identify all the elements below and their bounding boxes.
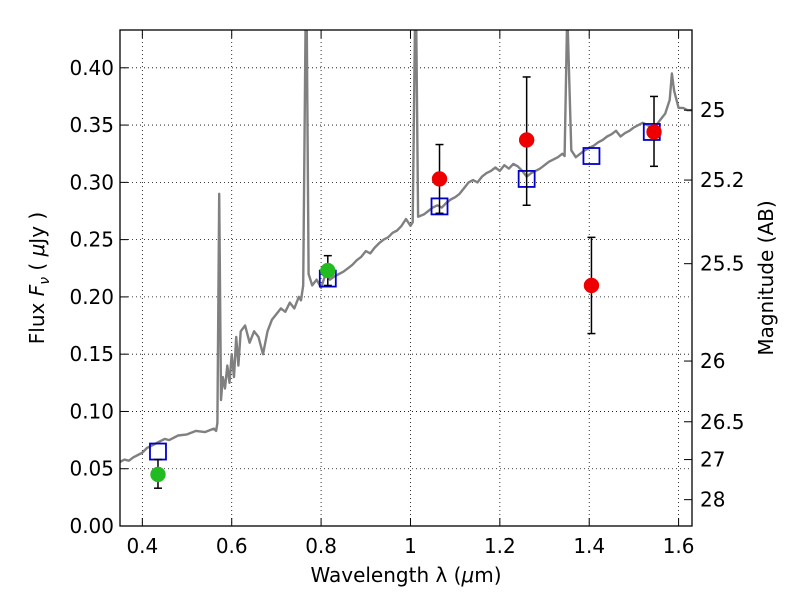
y-tick-label: 0.15 (69, 342, 114, 366)
plot-background (120, 30, 692, 526)
observed-point (150, 466, 166, 483)
x-tick-label: 1.6 (663, 534, 695, 558)
observed-point (583, 277, 600, 294)
x-axis-title: Wavelength λ (μm) (310, 563, 501, 587)
y-tick-label: 0.10 (69, 399, 114, 423)
x-tick-label: 1.4 (573, 534, 605, 558)
y2-tick-label: 25.2 (700, 168, 745, 192)
y2-tick-label: 27 (700, 448, 725, 472)
spectrum-line (120, 30, 692, 463)
x-tick-label: 0.8 (305, 534, 337, 558)
y2-tick-label: 25.5 (700, 252, 745, 276)
observed-point (320, 262, 336, 279)
y-tick-label: 0.05 (69, 457, 114, 481)
observed-point (518, 132, 535, 148)
y2-tick-label: 26.5 (700, 410, 745, 434)
y-tick-label: 0.35 (69, 113, 114, 137)
data-layer (120, 30, 692, 489)
y-tick-label: 0.30 (69, 170, 114, 194)
x-tick-label: 1.2 (484, 534, 516, 558)
y-tick-label: 0.25 (69, 228, 114, 252)
model-photometry-marker (582, 147, 601, 165)
y-tick-label: 0.20 (69, 285, 114, 309)
x-tick-label: 0.6 (216, 534, 248, 558)
y-axis-title: Flux Fν ( μJy ) (25, 212, 53, 344)
ticks: 0.4 0.6 0.8 1 1.2 1.4 1.6 0.00 0.05 0.10 0.15 0.20 0… (69, 30, 745, 558)
x-tick-label: 0.4 (126, 534, 158, 558)
observed-point (431, 171, 448, 187)
y2-axis-title: Magnitude (AB) (754, 200, 778, 355)
observed-point (646, 124, 662, 140)
plot-frame (119, 29, 693, 527)
y2-tick-label: 26 (700, 349, 725, 373)
y2-tick-label: 28 (700, 488, 725, 512)
y2-tick-label: 25 (700, 98, 725, 122)
y-tick-label: 0.40 (69, 56, 114, 80)
x-tick-label: 1 (404, 534, 417, 558)
y-tick-label: 0.00 (69, 514, 114, 538)
